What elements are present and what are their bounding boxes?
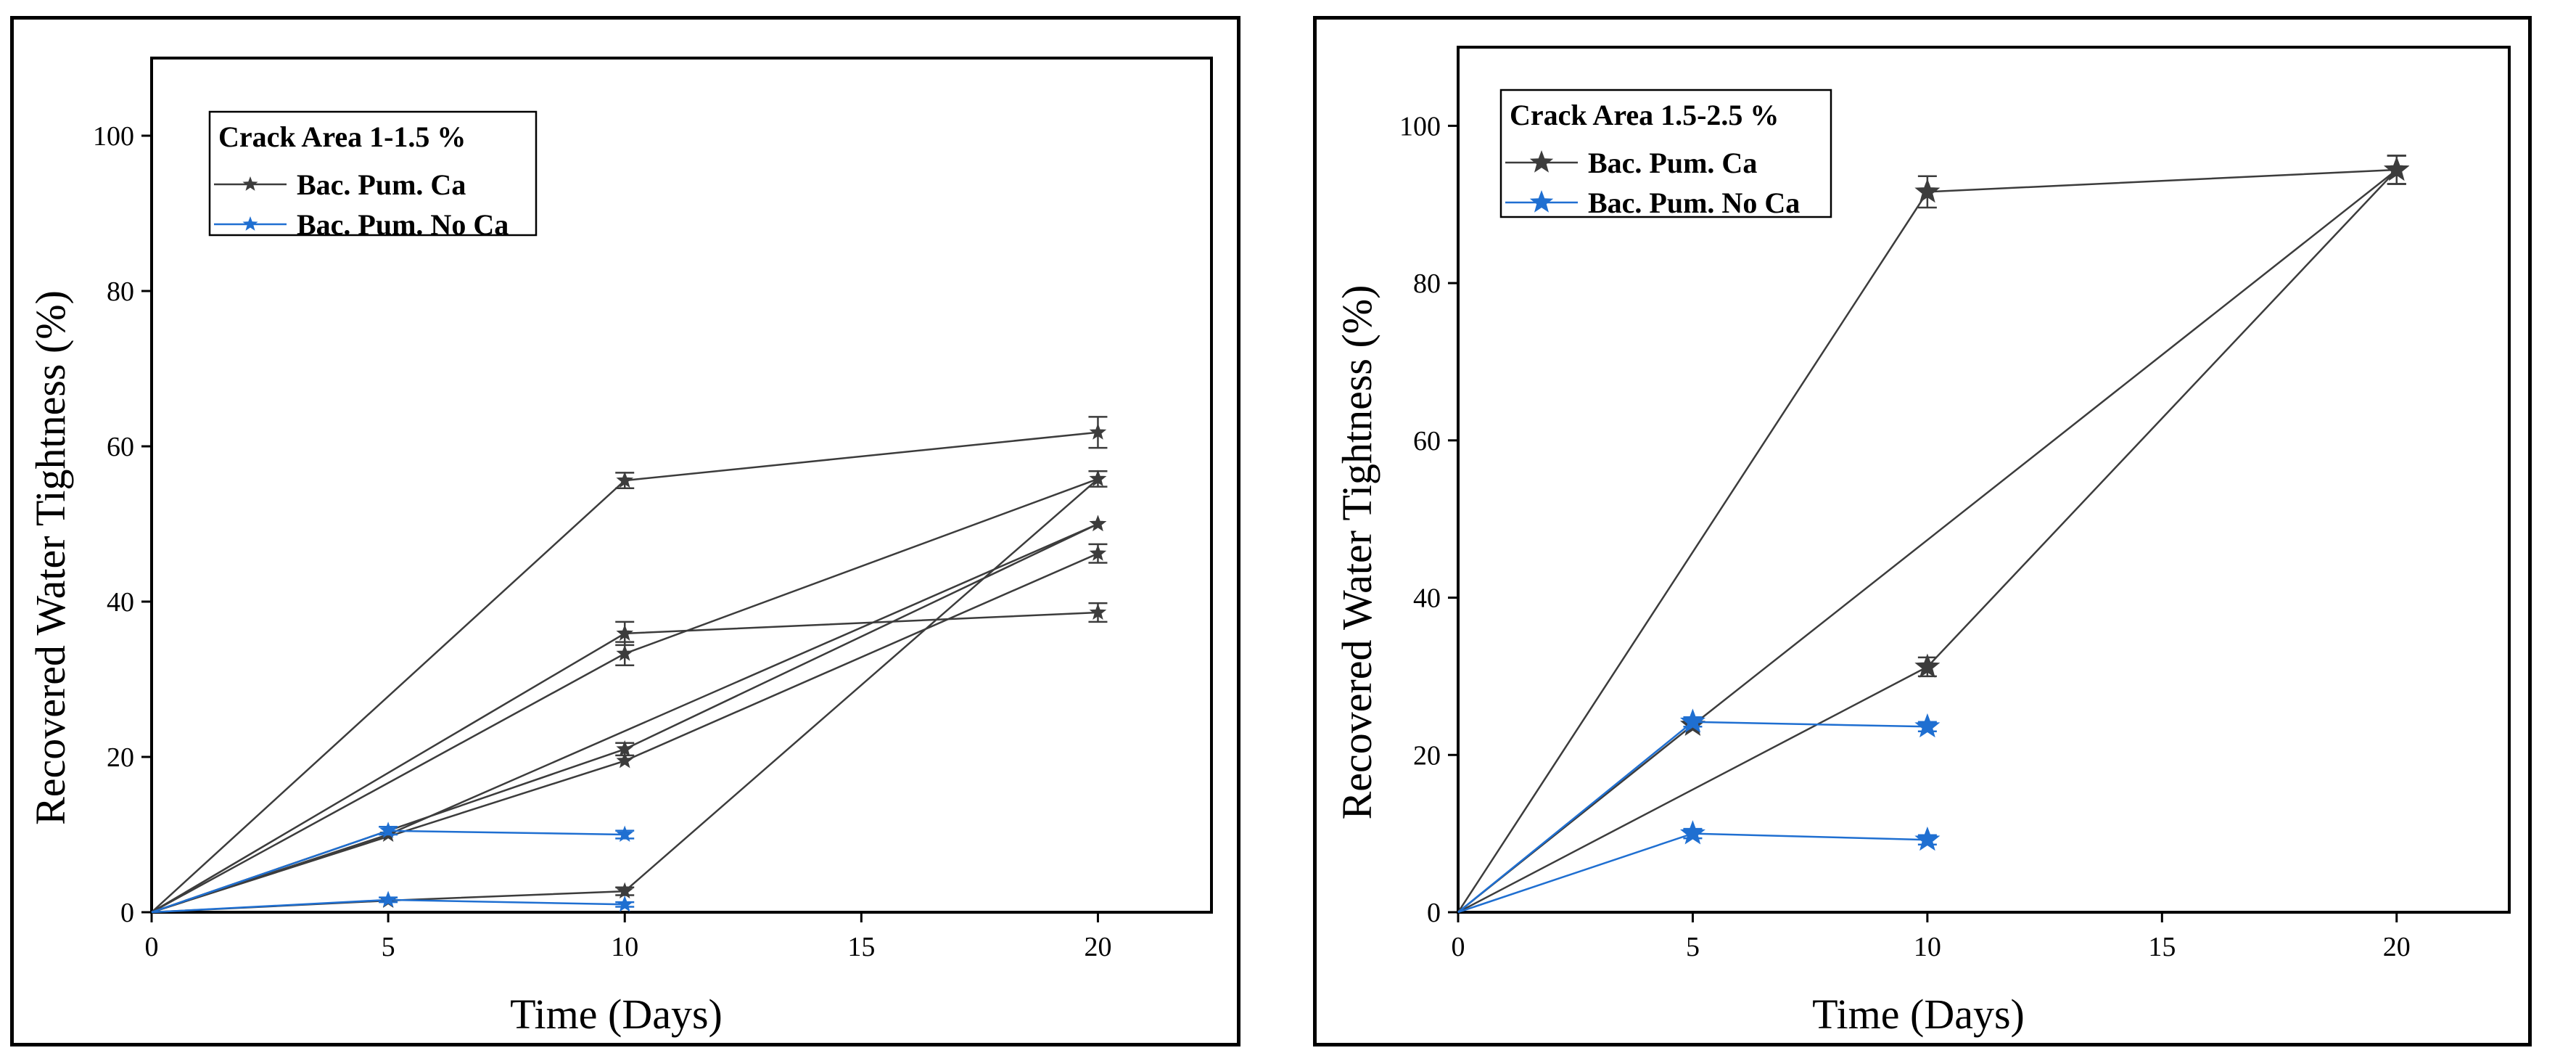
- series-ca: [151, 515, 1107, 914]
- legend-swatch-marker: [1529, 190, 1554, 213]
- y-tick-label: 60: [1413, 426, 1441, 456]
- x-tick-label: 20: [1084, 932, 1111, 962]
- legend-title: Crack Area 1-1.5 %: [218, 120, 466, 153]
- series-line: [1457, 832, 1927, 914]
- data-point: [1914, 178, 1941, 203]
- y-axis-label: Recovered Water Tightness (%): [1333, 285, 1380, 820]
- y-tick-label: 0: [120, 898, 134, 928]
- data-point: [1679, 708, 1705, 733]
- plot-frame: [150, 57, 1213, 914]
- data-point: [616, 751, 634, 769]
- chart-panel-left: 0 5 10 15 20 0 20 40 60 80 100 Time (Days) Recovered…: [10, 16, 1240, 1046]
- legend-entry: Bac. Pum. No Ca: [297, 208, 509, 241]
- legend-box: [208, 110, 538, 237]
- legend-swatch-marker: [1529, 150, 1554, 173]
- x-tick-label: 5: [1686, 932, 1700, 962]
- series-ca: [151, 470, 1108, 914]
- x-tick-label: 0: [145, 932, 159, 962]
- y-tick-label: 80: [1413, 269, 1441, 299]
- x-tick-label: 10: [611, 932, 638, 962]
- y-tick-label: 0: [1427, 898, 1441, 928]
- data-point: [1914, 826, 1941, 851]
- y-tick-label: 20: [107, 742, 134, 773]
- data-point: [616, 471, 634, 488]
- chart-panel-right: 0 5 10 15 20 0 20 40 60 80 100 Time (Days) Recovered…: [1313, 16, 2532, 1046]
- series-line: [151, 478, 1099, 914]
- series-ca: [1457, 155, 2410, 913]
- legend-entry: Bac. Pum. Ca: [1588, 147, 1757, 179]
- x-axis-label: Time (Days): [510, 991, 723, 1038]
- data-point: [1089, 515, 1107, 532]
- data-point: [1089, 470, 1107, 486]
- y-tick-label: 40: [107, 587, 134, 618]
- data-point: [616, 882, 634, 899]
- series-ca: [151, 515, 1107, 914]
- data-point: [616, 624, 634, 641]
- x-tick-label: 10: [1914, 932, 1941, 962]
- legend-swatch-marker: [242, 176, 258, 191]
- x-tick-label: 15: [2148, 932, 2176, 962]
- x-tick-label: 20: [2383, 932, 2411, 962]
- series-no-ca: [1457, 708, 1941, 913]
- data-point: [616, 895, 634, 912]
- data-point: [379, 822, 397, 838]
- series-line: [1457, 169, 2398, 913]
- series-ca: [151, 470, 1107, 914]
- series-line: [1457, 721, 1927, 913]
- data-point: [616, 825, 634, 843]
- series-no-ca: [151, 890, 635, 914]
- series-line: [151, 478, 1098, 914]
- plot-frame: [1457, 46, 2511, 914]
- series-line: [151, 523, 1099, 914]
- series-ca: [151, 416, 1108, 913]
- crack-area-1-1.5-chart: 0 5 10 15 20 0 20 40 60 80 100 Time (Days) Recovered…: [27, 57, 1213, 1038]
- y-tick-label: 100: [93, 121, 134, 152]
- x-tick-label: 0: [1452, 932, 1465, 962]
- series-line: [151, 431, 1098, 913]
- data-point: [1914, 653, 1941, 678]
- data-point: [1914, 713, 1941, 738]
- data-point: [1679, 820, 1705, 845]
- series-no-ca: [1457, 820, 1941, 914]
- y-tick-label: 100: [1399, 111, 1441, 142]
- data-point: [1089, 423, 1107, 440]
- series-ca: [151, 602, 1108, 914]
- crack-area-1.5-2.5-chart: 0 5 10 15 20 0 20 40 60 80 100 Time (Days) Recovered…: [1333, 46, 2511, 1038]
- series-ca: [151, 543, 1108, 914]
- legend-title: Crack Area 1.5-2.5 %: [1510, 99, 1779, 131]
- legend-swatch-marker: [242, 216, 258, 231]
- y-tick-label: 20: [1413, 740, 1441, 771]
- data-point: [2384, 156, 2410, 181]
- x-tick-label: 15: [847, 932, 875, 962]
- y-tick-label: 40: [1413, 583, 1441, 614]
- legend-box: [1499, 89, 1832, 218]
- legend-entry: Bac. Pum. Ca: [297, 168, 466, 201]
- data-point: [1089, 544, 1107, 561]
- series-line: [151, 552, 1099, 914]
- legend-entry: Bac. Pum. No Ca: [1588, 187, 1800, 219]
- y-tick-label: 60: [107, 432, 134, 462]
- y-axis-label: Recovered Water Tightness (%): [27, 290, 74, 825]
- series-line: [151, 523, 1099, 914]
- x-axis-label: Time (Days): [1812, 991, 2025, 1038]
- series-no-ca: [151, 822, 635, 914]
- y-tick-label: 80: [107, 276, 134, 307]
- data-point: [616, 644, 634, 661]
- data-point: [1089, 603, 1107, 620]
- data-point: [379, 890, 397, 907]
- x-tick-label: 5: [382, 932, 395, 962]
